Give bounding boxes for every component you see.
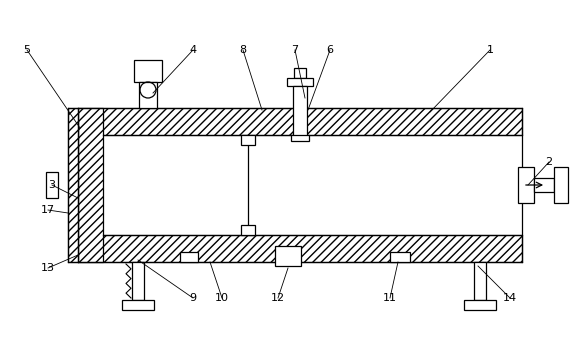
Bar <box>518 167 534 203</box>
Text: 10: 10 <box>215 293 229 303</box>
Bar <box>139 82 157 108</box>
Bar <box>134 60 162 82</box>
Text: 4: 4 <box>189 45 196 55</box>
Bar <box>294 68 306 78</box>
Bar <box>287 78 313 86</box>
Text: 6: 6 <box>327 45 333 55</box>
Text: 1: 1 <box>487 45 494 55</box>
Text: 13: 13 <box>41 263 55 273</box>
Bar <box>464 300 496 310</box>
Text: 2: 2 <box>545 157 553 167</box>
Bar <box>554 167 568 203</box>
Bar <box>390 252 410 262</box>
Bar <box>534 178 554 192</box>
Text: 5: 5 <box>24 45 30 55</box>
Bar <box>46 172 58 198</box>
Text: 17: 17 <box>41 205 55 215</box>
Text: 9: 9 <box>189 293 196 303</box>
Bar <box>241 225 255 235</box>
Text: 7: 7 <box>292 45 298 55</box>
Text: 11: 11 <box>383 293 397 303</box>
Bar <box>132 262 144 300</box>
Text: 12: 12 <box>271 293 285 303</box>
Bar <box>122 300 154 310</box>
Bar <box>78 108 103 262</box>
Bar <box>293 86 307 139</box>
Bar <box>78 235 522 262</box>
Bar <box>241 135 255 145</box>
Bar <box>474 262 486 300</box>
Bar <box>180 252 198 262</box>
Bar <box>275 246 301 266</box>
Bar <box>68 108 78 262</box>
Bar <box>78 108 522 135</box>
Bar <box>291 135 309 141</box>
Text: 3: 3 <box>48 180 56 190</box>
Text: 8: 8 <box>239 45 247 55</box>
Text: 14: 14 <box>503 293 517 303</box>
